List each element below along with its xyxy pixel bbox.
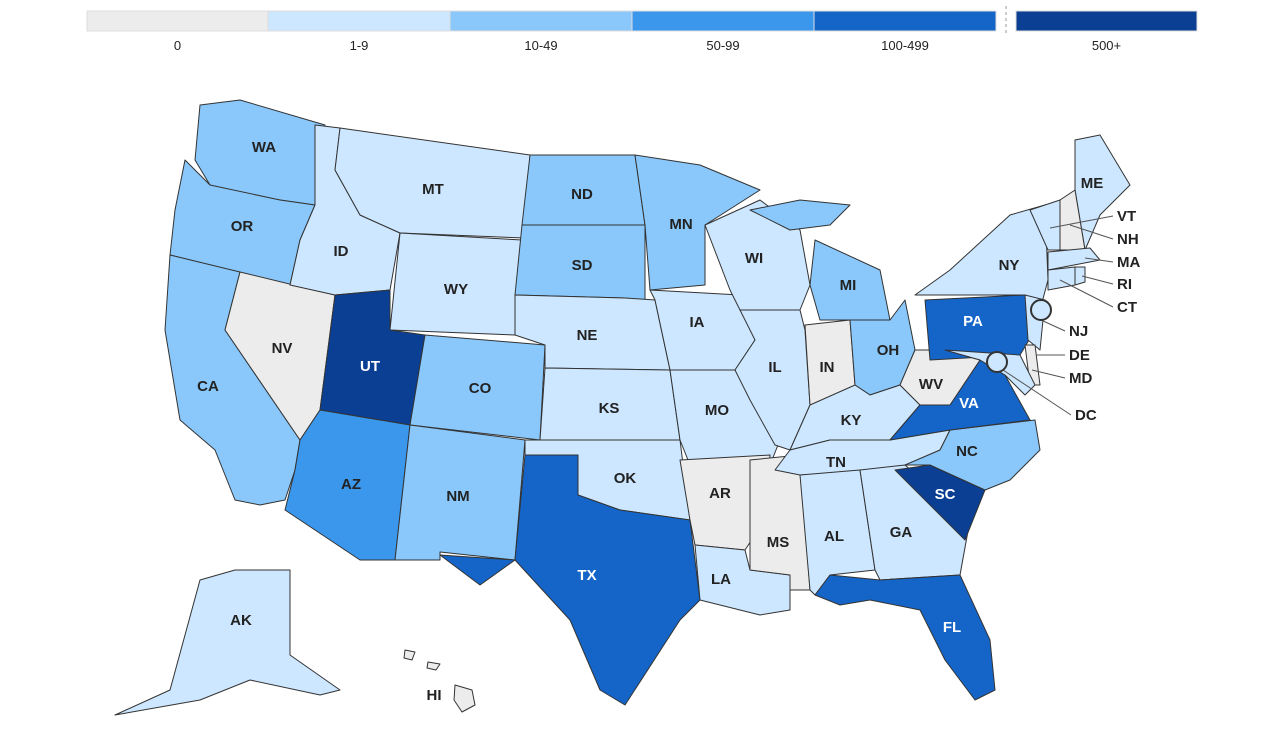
state-label: RI xyxy=(1117,276,1132,293)
legend-label: 0 xyxy=(174,38,181,53)
legend-label: 10-49 xyxy=(524,38,557,53)
marker xyxy=(986,351,1008,373)
state-label: OK xyxy=(614,470,637,487)
state xyxy=(114,569,341,716)
legend-swatch xyxy=(267,10,451,32)
state-label: NE xyxy=(577,327,598,344)
state-label: AR xyxy=(709,485,731,502)
leader-line xyxy=(1059,279,1114,308)
legend-label: 500+ xyxy=(1092,38,1121,53)
state-label: WV xyxy=(919,376,943,393)
state-label: WY xyxy=(444,281,468,298)
state-label: HI xyxy=(427,687,442,704)
states xyxy=(114,99,1131,716)
state-label: VA xyxy=(959,395,979,412)
state-label: NJ xyxy=(1069,323,1088,340)
state xyxy=(734,309,811,451)
state-label: TN xyxy=(826,454,846,471)
legend-swatch xyxy=(813,10,997,32)
state-label: MT xyxy=(422,181,444,198)
state-label: IL xyxy=(768,359,781,376)
state-label: ME xyxy=(1081,175,1104,192)
leader-line xyxy=(1049,215,1114,229)
state-label: DE xyxy=(1069,347,1090,364)
leader-line xyxy=(999,367,1072,416)
state-label: KY xyxy=(841,412,862,429)
leader-line xyxy=(1081,275,1114,285)
state-label: CO xyxy=(469,380,492,397)
state-label: MA xyxy=(1117,254,1140,271)
state-label: DC xyxy=(1075,407,1097,424)
state xyxy=(944,349,1036,396)
state xyxy=(924,294,1036,361)
legend-swatch xyxy=(631,10,815,32)
state-label: CA xyxy=(197,378,219,395)
leader-line xyxy=(1069,224,1114,240)
state-label: LA xyxy=(711,571,731,588)
state xyxy=(914,204,1049,311)
state xyxy=(453,684,476,713)
state xyxy=(749,199,851,231)
leader-line xyxy=(1084,257,1114,263)
state-label: WA xyxy=(252,139,276,156)
state-label: PA xyxy=(963,313,983,330)
state-label: AZ xyxy=(341,476,361,493)
state xyxy=(634,154,761,291)
leader-line xyxy=(1031,369,1066,379)
state-label: NC xyxy=(956,443,978,460)
marker xyxy=(1030,299,1052,321)
state-label: AL xyxy=(824,528,844,545)
legend-swatch xyxy=(86,10,269,32)
state-label: MD xyxy=(1069,370,1092,387)
state xyxy=(704,199,811,311)
legend-swatch xyxy=(1015,10,1198,32)
legend-label: 50-99 xyxy=(706,38,739,53)
state-label: AK xyxy=(230,612,252,629)
state-label: UT xyxy=(360,358,380,375)
state-label: MI xyxy=(840,277,857,294)
state xyxy=(403,649,416,661)
legend-swatch xyxy=(449,10,633,32)
state-label: NM xyxy=(446,488,469,505)
state-label: CT xyxy=(1117,299,1137,316)
state xyxy=(814,574,996,701)
state-label: NH xyxy=(1117,231,1139,248)
state xyxy=(1047,266,1076,291)
state xyxy=(439,454,701,706)
state-label: TX xyxy=(577,567,596,584)
state-label: IA xyxy=(690,314,705,331)
state xyxy=(894,464,986,541)
state-label: MO xyxy=(705,402,729,419)
legend-label: 1-9 xyxy=(350,38,369,53)
state-label: MS xyxy=(767,534,790,551)
state-label: KS xyxy=(599,400,620,417)
state-label: NY xyxy=(999,257,1020,274)
state-label: WI xyxy=(745,250,763,267)
labels: WA OR CA NV ID MT WY UT CO AZ NM ND SD NE KS OK TX MN IA MO… xyxy=(197,139,1140,704)
state xyxy=(426,661,441,671)
state-label: OR xyxy=(231,218,254,235)
state-label: OH xyxy=(877,342,900,359)
state xyxy=(694,544,791,616)
state-label: SD xyxy=(572,257,593,274)
state-label: ID xyxy=(334,243,349,260)
state-label: MN xyxy=(669,216,692,233)
state-label: VT xyxy=(1117,208,1136,225)
state-label: SC xyxy=(935,486,956,503)
state-label: NV xyxy=(272,340,293,357)
state-label: IN xyxy=(820,359,835,376)
legend-label: 100-499 xyxy=(881,38,929,53)
state-label: GA xyxy=(890,524,913,541)
leader-line xyxy=(1040,319,1066,332)
state-label: FL xyxy=(943,619,961,636)
state-label: ND xyxy=(571,186,593,203)
